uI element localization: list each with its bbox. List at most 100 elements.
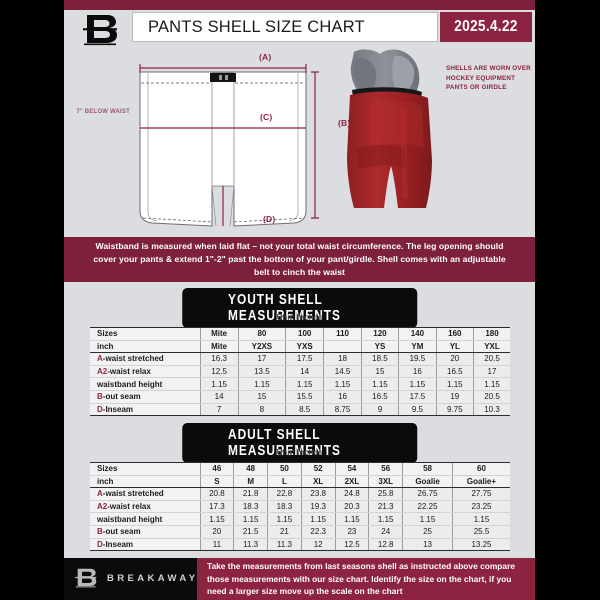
measurement-diagram: 7" BELOW WAIST (64, 46, 535, 236)
table-cell: 17.5 (285, 352, 324, 366)
row-label: A2-waist relax (90, 365, 200, 379)
table-cell: 14 (199, 390, 239, 404)
table-cell: 1.15 (402, 512, 453, 526)
table-cell: 58 (402, 462, 453, 476)
table-cell: 27.75 (451, 487, 510, 501)
table-cell: 1.15 (334, 512, 369, 526)
table-cell: 11 (199, 538, 234, 552)
table-cell: 25.5 (451, 525, 510, 539)
youth-measurements-table: Sizes Mite 80 100 110 120 140 160 180 inch Mite Y2X… (90, 327, 510, 417)
table-cell: 16.3 (199, 352, 239, 366)
table-cell: 22.8 (267, 487, 302, 501)
table-cell: 1.15 (323, 377, 362, 391)
diagram-label-c: (C) (260, 112, 273, 122)
table-cell: 180 (473, 327, 510, 341)
table-cell: 19.5 (398, 352, 437, 366)
adult-unit-label: Unit: Inches (276, 448, 323, 457)
table-cell: 8.75 (323, 403, 362, 417)
table-cell: 52 (300, 462, 336, 476)
table-cell: 9.5 (398, 403, 437, 417)
row-label: D-Inseam (90, 538, 200, 552)
table-row: Sizes Mite 80 100 110 120 140 160 180 (90, 327, 510, 341)
table-cell: 23 (334, 525, 369, 539)
table-row: B-out seam 14 15 15.5 16 16.5 17.5 19 20.5 (90, 390, 510, 404)
table-cell: 1.15 (233, 512, 268, 526)
table-cell: 1.15 (368, 512, 403, 526)
table-cell: 2XL (334, 475, 369, 489)
table-cell: 20.5 (473, 390, 510, 404)
product-photo (347, 49, 432, 208)
table-row: waistband height 1.15 1.15 1.15 1.15 1.15 1.15… (90, 512, 510, 526)
table-cell: 18.3 (233, 500, 268, 514)
row-label: B-out seam (90, 390, 200, 404)
table-cell: 15.5 (285, 390, 324, 404)
table-cell: Goalie+ (451, 475, 510, 489)
table-cell: 26.75 (402, 487, 453, 501)
table-cell: 100 (285, 327, 324, 341)
row-label: waistband height (90, 377, 200, 391)
page-title: PANTS SHELL SIZE CHART (132, 12, 438, 42)
breakaway-b-logo-icon (75, 568, 97, 588)
table-cell: Goalie (402, 475, 453, 489)
table-cell: 25.8 (368, 487, 403, 501)
table-cell: 16 (398, 365, 437, 379)
breakaway-b-logo-icon (78, 12, 126, 48)
table-cell: 19 (435, 390, 474, 404)
youth-unit-label: Unit: Inches (276, 313, 323, 322)
below-waist-note: 7" BELOW WAIST (76, 109, 130, 115)
table-cell: 7 (199, 403, 239, 417)
table-cell: 13 (402, 538, 453, 552)
row-label: B-out seam (90, 525, 200, 539)
instruction-band-text: Waistband is measured when laid flat – n… (93, 241, 506, 277)
row-label-prefix: A (97, 354, 103, 364)
date-badge: 2025.4.22 (440, 12, 532, 42)
row-label: Sizes (90, 327, 200, 341)
table-cell: XL (300, 475, 336, 489)
row-label: inch (90, 475, 200, 489)
table-cell: 9 (360, 403, 399, 417)
row-label-prefix: A2 (97, 502, 108, 512)
table-cell: Mite (199, 340, 239, 354)
table-cell: 15 (237, 390, 286, 404)
youth-heading-text: YOUTH SHELL MEASUREMENTS (227, 292, 341, 324)
table-cell: 19.3 (300, 500, 336, 514)
table-cell: 110 (323, 327, 362, 341)
table-cell: 21.8 (233, 487, 268, 501)
table-row: A2-waist relax 17.3 18.3 18.3 19.3 20.3 21.3 22… (90, 500, 510, 514)
table-cell: 1.15 (199, 512, 234, 526)
table-cell: 1.15 (237, 377, 286, 391)
table-cell: YXL (473, 340, 510, 354)
table-cell: 22.25 (402, 500, 453, 514)
table-cell: 12 (300, 538, 336, 552)
top-accent-bar (64, 0, 535, 10)
table-cell: 11.3 (267, 538, 302, 552)
page-title-text: PANTS SHELL SIZE CHART (148, 17, 365, 36)
table-cell: 20 (435, 352, 474, 366)
footer-instruction: Take the measurements from last seasons … (197, 558, 535, 600)
table-cell: 14.5 (323, 365, 362, 379)
table-cell: 24.8 (334, 487, 369, 501)
table-cell: S (199, 475, 234, 489)
table-cell: 25 (402, 525, 453, 539)
table-cell: 1.15 (360, 377, 399, 391)
table-cell: 54 (334, 462, 369, 476)
table-cell: 140 (398, 327, 437, 341)
table-cell: 1.15 (199, 377, 239, 391)
table-cell: 12.5 (334, 538, 369, 552)
table-cell: YM (398, 340, 437, 354)
table-cell: 8.5 (285, 403, 324, 417)
table-cell: 21 (267, 525, 302, 539)
table-cell: 1.15 (451, 512, 510, 526)
table-cell: 23.8 (300, 487, 336, 501)
row-label: D-Inseam (90, 403, 200, 417)
table-cell: 13.25 (451, 538, 510, 552)
row-label: A-waist stretched (90, 487, 200, 501)
diagram-label-b: (B) (338, 118, 351, 128)
table-row: A-waist stretched 20.8 21.8 22.8 23.8 24.8 25.… (90, 487, 510, 501)
table-cell: 23.25 (451, 500, 510, 514)
table-row: D-Inseam 7 8 8.5 8.75 9 9.5 9.75 10.3 (90, 403, 510, 417)
row-label-prefix: D (97, 404, 103, 414)
table-cell: 9.75 (435, 403, 474, 417)
table-cell: 22.3 (300, 525, 336, 539)
